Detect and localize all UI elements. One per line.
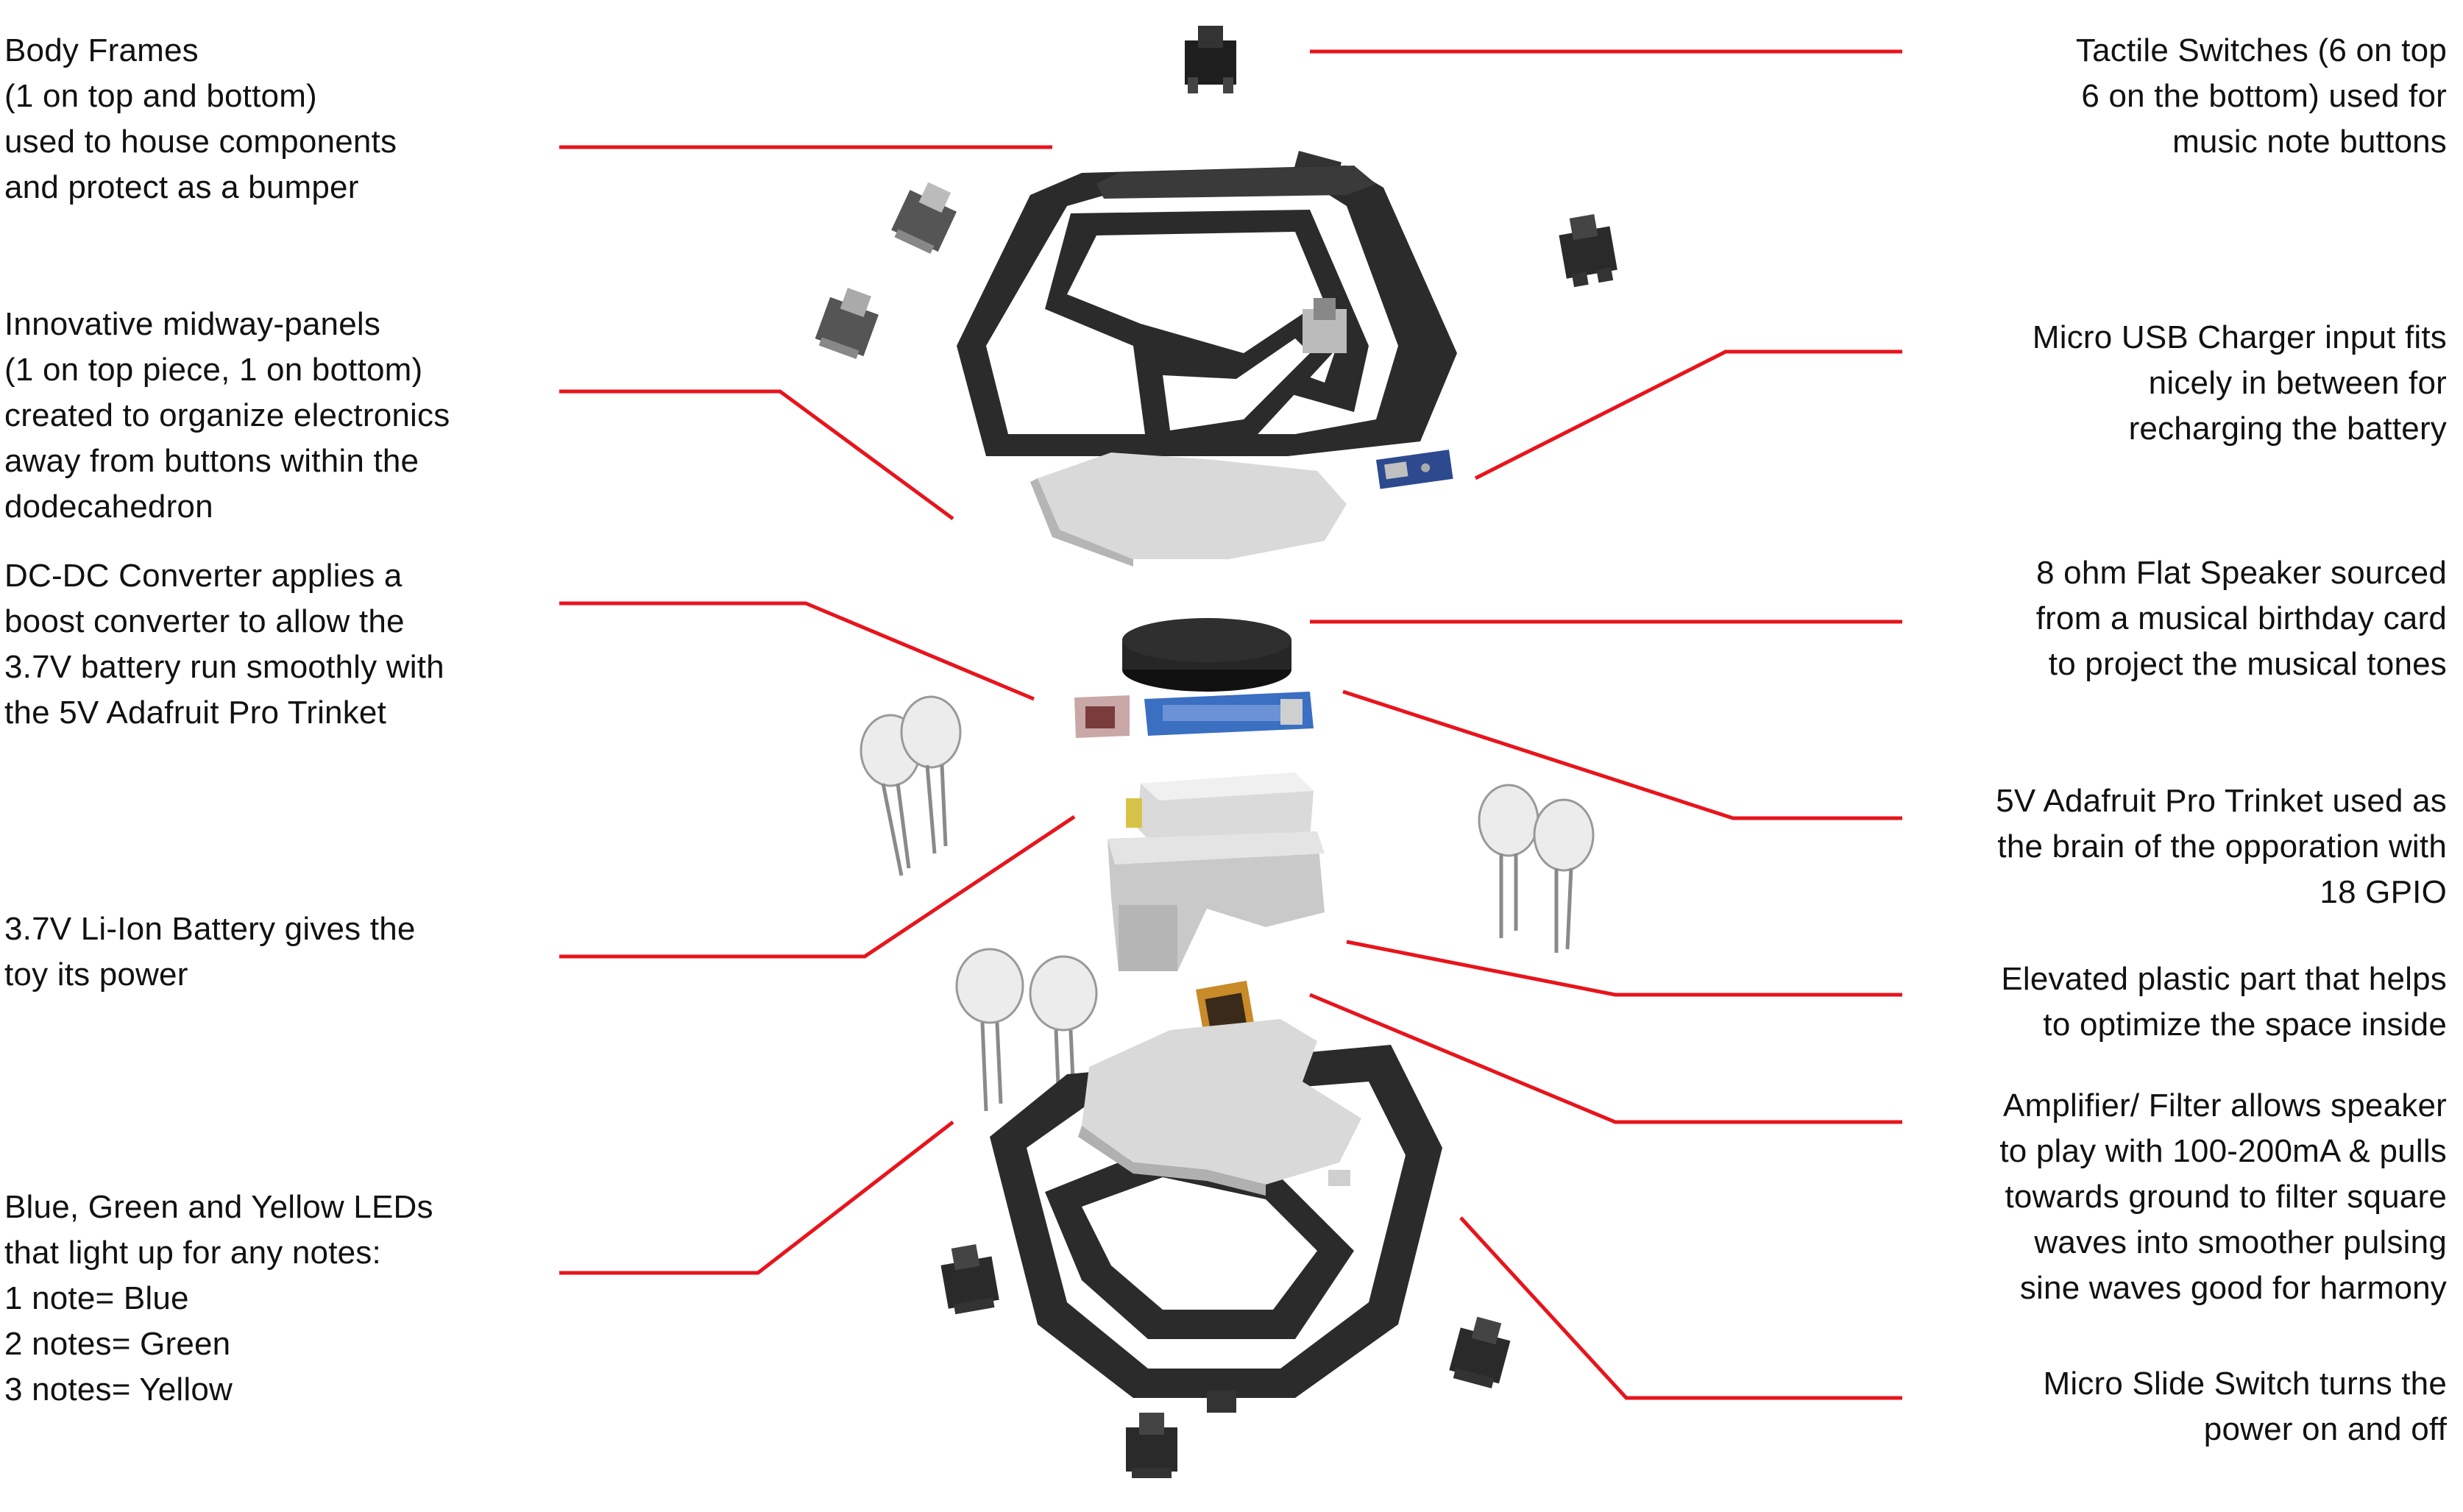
trinket-board xyxy=(1144,692,1314,736)
slide-switch-module xyxy=(1328,1170,1350,1186)
tactile-switch-icon xyxy=(940,1243,999,1315)
label-dc-dc-converter: DC-DC Converter applies a boost converte… xyxy=(4,558,444,731)
tactile-switch-icon xyxy=(1185,26,1236,93)
led-pair-right xyxy=(1478,784,1595,953)
tactile-switch-icon xyxy=(891,182,957,255)
label-elevated-part: Elevated plastic part that helps to opti… xyxy=(2001,961,2447,1043)
leader-line-usb-charger xyxy=(1474,349,1902,480)
dc-dc-converter-board xyxy=(1074,695,1130,738)
leader-line-midway-panels xyxy=(559,389,954,521)
leader-line-amplifier xyxy=(1309,993,1902,1124)
label-tactile-switches: Tactile Switches (6 on top 6 on the bott… xyxy=(2075,32,2447,160)
label-amplifier: Amplifier/ Filter allows speaker to play… xyxy=(1999,1087,2447,1306)
bottom-midway-panel xyxy=(1078,1019,1361,1196)
label-body-frames: Body Frames (1 on top and bottom) used t… xyxy=(4,32,397,205)
leader-line-slide-switch xyxy=(1459,1216,1902,1400)
top-body-frame xyxy=(957,166,1457,456)
tactile-switch-icon xyxy=(1126,1413,1177,1478)
top-midway-panel xyxy=(1030,452,1347,567)
label-speaker: 8 ohm Flat Speaker sourced from a musica… xyxy=(2035,555,2447,682)
leader-line-elevated-part xyxy=(1346,940,1902,997)
tactile-switch-icon xyxy=(1207,1391,1236,1413)
tactile-switch-icon xyxy=(815,288,879,359)
label-slide-switch: Micro Slide Switch turns the power on an… xyxy=(2043,1366,2447,1447)
usb-charger-module xyxy=(1376,450,1453,489)
tactile-switch-icon xyxy=(1449,1316,1511,1389)
label-leds: Blue, Green and Yellow LEDs that light u… xyxy=(4,1189,433,1408)
li-ion-battery xyxy=(1126,773,1314,846)
label-midway-panels: Innovative midway-panels (1 on top piece… xyxy=(4,306,450,525)
tactile-switch-icon xyxy=(1559,213,1617,288)
label-usb-charger: Micro USB Charger input fits nicely in b… xyxy=(2032,319,2447,447)
leader-line-battery xyxy=(559,814,1076,959)
label-battery: 3.7V Li-Ion Battery gives the toy its po… xyxy=(4,911,416,993)
flat-speaker xyxy=(1122,618,1291,692)
leader-line-leds xyxy=(559,1121,954,1275)
leader-line-dc-dc-converter xyxy=(559,601,1035,701)
label-trinket: 5V Adafruit Pro Trinket used as the brai… xyxy=(1996,783,2447,910)
elevated-plastic-part xyxy=(1108,831,1325,971)
led-pair-upper-left xyxy=(860,695,962,876)
leader-line-trinket xyxy=(1342,689,1902,820)
led-pair-lower-left xyxy=(955,948,1098,1123)
